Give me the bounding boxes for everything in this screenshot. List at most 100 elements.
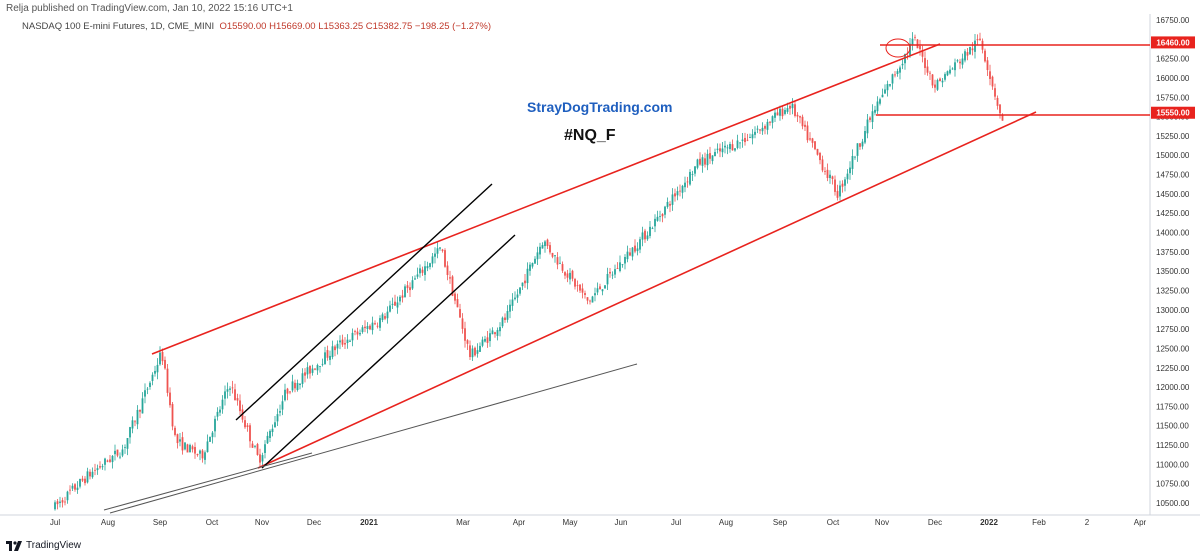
candle-body bbox=[591, 296, 594, 303]
price-tick-label: 13750.00 bbox=[1156, 248, 1190, 257]
ticker-annotation: #NQ_F bbox=[564, 127, 616, 144]
candle-body bbox=[841, 183, 844, 187]
candle-body bbox=[236, 398, 239, 401]
candle-body bbox=[826, 169, 829, 179]
time-axis[interactable]: Jul Aug Sep Oct Nov Dec 2021 Mar Apr May Jun Jul Aug… bbox=[50, 518, 1147, 527]
candle-body bbox=[669, 203, 671, 206]
long-trendline-1[interactable] bbox=[103, 452, 313, 511]
candle-body bbox=[824, 171, 826, 172]
candle-body bbox=[596, 288, 599, 293]
candle-body bbox=[69, 489, 71, 491]
candle-body bbox=[941, 80, 944, 83]
candle-body bbox=[911, 38, 914, 45]
candle-body bbox=[116, 449, 119, 456]
candle-body bbox=[426, 266, 429, 269]
footer-brand[interactable]: TradingView bbox=[6, 540, 81, 551]
candle-body bbox=[554, 255, 556, 257]
highlight-circle[interactable] bbox=[885, 38, 911, 58]
candle-body bbox=[169, 392, 171, 406]
candle-body bbox=[844, 179, 846, 186]
price-tick-label: 15750.00 bbox=[1156, 93, 1190, 102]
channel-lower-line[interactable] bbox=[257, 111, 1037, 469]
candle-body bbox=[289, 391, 291, 393]
candle-body bbox=[706, 153, 709, 166]
published-caption: Relja published on TradingView.com, Jan … bbox=[6, 3, 293, 14]
candle-body bbox=[741, 139, 744, 141]
candle-body bbox=[704, 158, 706, 165]
candle-body bbox=[254, 446, 256, 447]
candle-body bbox=[964, 51, 966, 61]
candle-body bbox=[156, 364, 159, 373]
candle-body bbox=[854, 156, 856, 158]
candle-body bbox=[849, 167, 851, 174]
candle-body bbox=[511, 299, 514, 306]
candle-body bbox=[529, 264, 531, 271]
black-channel-upper-line[interactable] bbox=[235, 183, 493, 421]
candle-body bbox=[629, 252, 631, 256]
candle-body bbox=[939, 78, 941, 82]
symbol-description: NASDAQ 100 E-mini Futures, 1D, CME_MINI bbox=[22, 21, 215, 32]
candle-body bbox=[186, 444, 189, 453]
candle-body bbox=[794, 104, 796, 116]
candle-body bbox=[559, 262, 561, 264]
candle-body bbox=[344, 342, 346, 345]
candle-body bbox=[659, 216, 661, 218]
candle-body bbox=[601, 289, 604, 292]
price-tick-label: 14500.00 bbox=[1156, 190, 1190, 199]
candle-body bbox=[319, 366, 321, 367]
candle-body bbox=[204, 452, 206, 460]
black-channel-lower-line[interactable] bbox=[261, 234, 516, 469]
candle-body bbox=[151, 374, 154, 381]
candle-body bbox=[176, 434, 179, 444]
candle-body bbox=[621, 264, 624, 266]
candle-body bbox=[321, 363, 324, 365]
time-tick-label: Mar bbox=[456, 518, 470, 527]
candle-body bbox=[406, 285, 409, 289]
candle-body bbox=[991, 76, 994, 87]
candle-body bbox=[751, 134, 754, 139]
price-axis[interactable]: 16750.0016500.0016250.0016000.0015750.00… bbox=[1156, 16, 1190, 508]
candle-body bbox=[641, 232, 644, 240]
candle-body bbox=[556, 257, 559, 265]
candle-body bbox=[779, 108, 781, 116]
price-tick-label: 11750.00 bbox=[1156, 402, 1189, 411]
candle-body bbox=[246, 425, 249, 428]
candle-body bbox=[479, 345, 481, 352]
candle-body bbox=[119, 456, 121, 458]
candle-body bbox=[639, 239, 641, 250]
candle-body bbox=[509, 304, 511, 312]
candle-body bbox=[674, 193, 676, 197]
candle-body bbox=[634, 245, 636, 252]
long-trendline-2[interactable] bbox=[109, 363, 638, 514]
candle-body bbox=[781, 108, 784, 117]
candle-body bbox=[54, 502, 56, 510]
candle-body bbox=[349, 340, 351, 342]
price-tick-label: 11500.00 bbox=[1156, 422, 1189, 431]
candle-body bbox=[274, 422, 276, 428]
candle-body bbox=[926, 66, 929, 73]
candle-body bbox=[466, 340, 469, 344]
candle-body bbox=[369, 325, 371, 330]
candle-body bbox=[539, 246, 541, 255]
candle-body bbox=[846, 173, 849, 180]
price-tick-label: 11000.00 bbox=[1156, 460, 1189, 469]
candle-body bbox=[829, 174, 831, 179]
time-tick-label: 2022 bbox=[980, 518, 998, 527]
candle-body bbox=[431, 256, 434, 264]
candle-body bbox=[749, 137, 751, 138]
candle-body bbox=[619, 262, 621, 272]
candle-body bbox=[971, 48, 974, 51]
candle-body bbox=[821, 159, 824, 171]
candle-body bbox=[331, 346, 334, 358]
candle-body bbox=[574, 278, 576, 287]
candle-body bbox=[336, 343, 339, 349]
candle-body bbox=[766, 121, 769, 130]
candle-body bbox=[99, 466, 101, 468]
candle-body bbox=[546, 239, 549, 247]
candle-body bbox=[166, 368, 169, 393]
channel-upper-line[interactable] bbox=[151, 43, 941, 355]
candle-body bbox=[281, 401, 284, 410]
candle-body bbox=[934, 84, 936, 88]
price-tick-label: 13000.00 bbox=[1156, 306, 1190, 315]
